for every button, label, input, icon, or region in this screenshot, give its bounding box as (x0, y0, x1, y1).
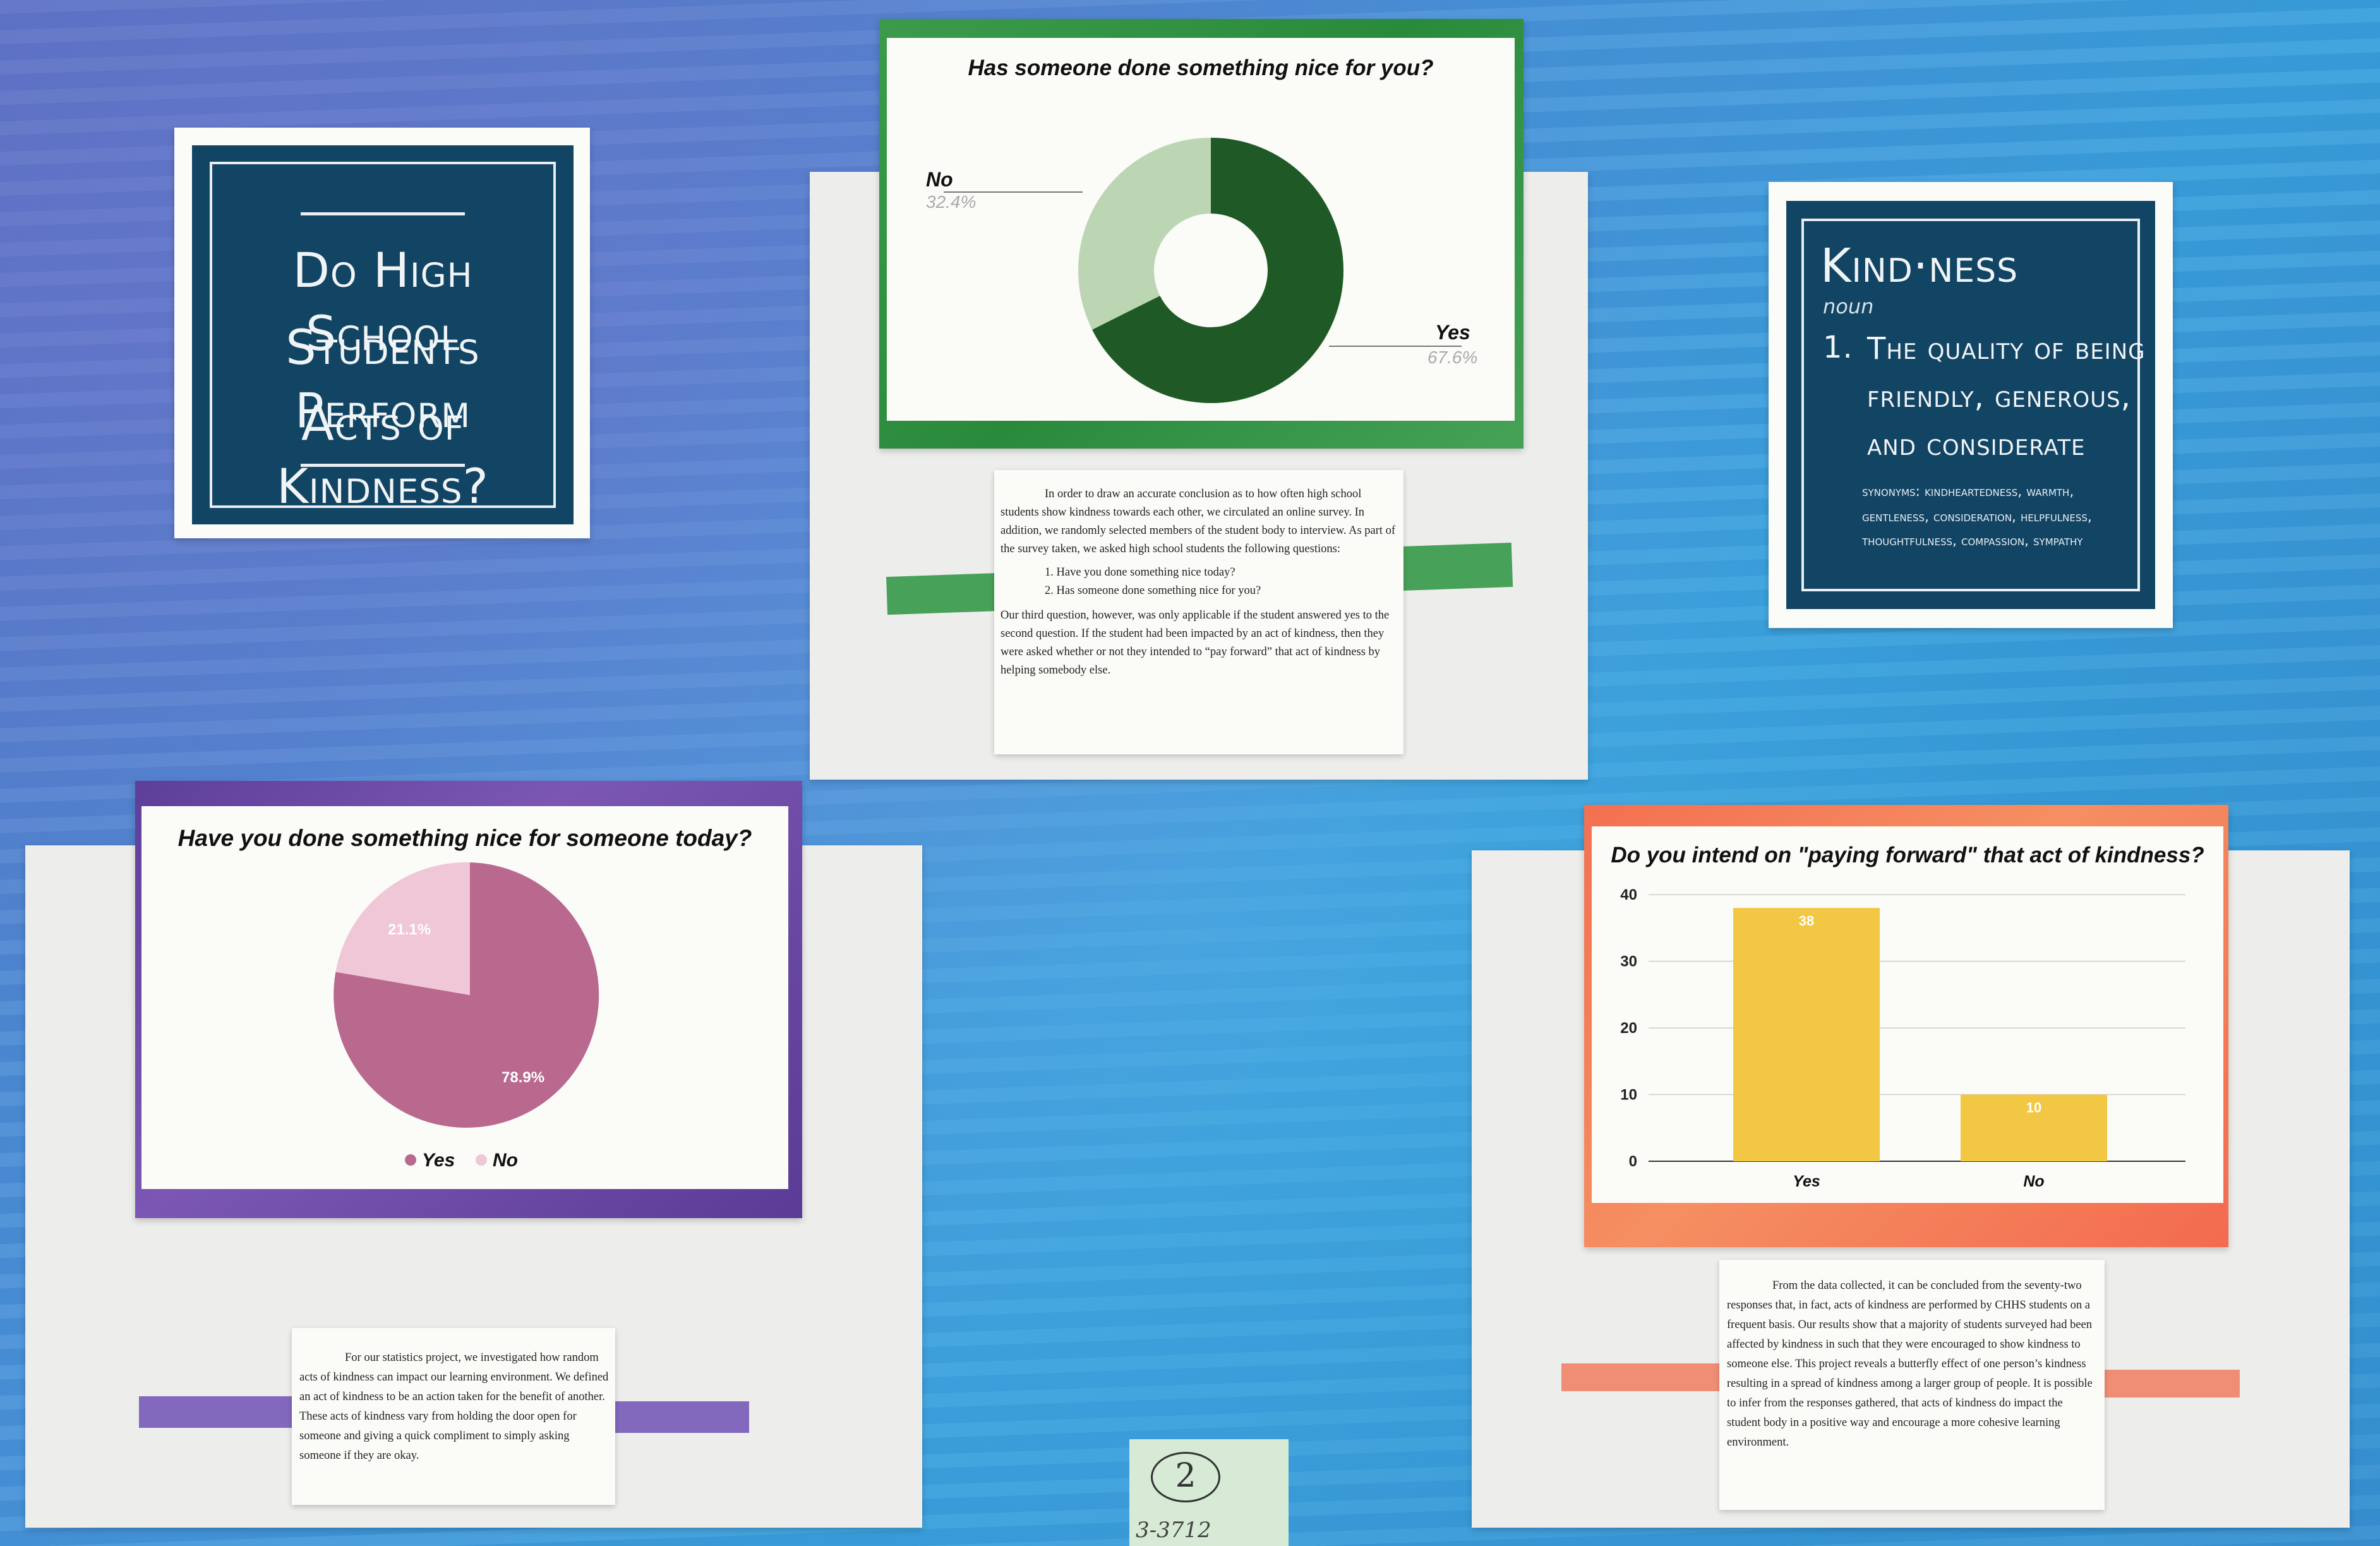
intro-note: For our statistics project, we investiga… (292, 1328, 615, 1505)
page-title-line-2: Students Perform (285, 319, 480, 438)
page-title-line-1: Do High School (292, 242, 473, 361)
green-frame: Has someone done something nice for you?… (879, 19, 1524, 449)
synonyms-line-2: gentleness, consideration, helpfulness, (1862, 509, 2092, 525)
pie-chart (334, 862, 599, 1166)
method-paragraph-1: In order to draw an accurate conclusion … (1001, 488, 1396, 555)
survey-question-1: 1. Have you done something nice today? (1045, 566, 1235, 579)
donut-yes-pct: 67.6% (1427, 347, 1478, 367)
page-title-line-3: Acts of Kindness? (277, 395, 489, 514)
conclusion-paragraph: From the data collected, it can be concl… (1727, 1279, 2093, 1449)
x-tick-label: Yes (1793, 1173, 1820, 1190)
definition-card-panel: Kind·ness noun 1. The quality of being f… (1786, 201, 2155, 609)
definition-part-of-speech: noun (1823, 294, 1874, 318)
pie-slice-no (335, 862, 470, 995)
bar-value-label: 38 (1799, 913, 1814, 929)
title-card: Do High School Students Perform Acts of … (174, 128, 590, 538)
pie-chart-title: Have you done something nice for someone… (177, 825, 752, 851)
title-bottom-rule (301, 464, 465, 467)
sticky-number: 2 (1175, 1457, 1196, 1495)
purple-frame: Have you done something nice for someone… (135, 781, 802, 1218)
survey-question-2: 2. Has someone done something nice for y… (1045, 584, 1261, 597)
y-tick-label: 30 (1620, 953, 1637, 970)
x-tick-label: No (2023, 1173, 2044, 1190)
bar-chart-card: Do you intend on "paying forward" that a… (1592, 826, 2223, 1203)
bar-value-label: 10 (2026, 1100, 2041, 1116)
definition-word: Kind·ness (1820, 239, 2019, 293)
method-note: In order to draw an accurate conclusion … (994, 470, 1403, 754)
definition-card: Kind·ness noun 1. The quality of being f… (1769, 182, 2173, 628)
bar-chart-title: Do you intend on "paying forward" that a… (1611, 843, 2204, 867)
y-tick-label: 10 (1620, 1087, 1637, 1104)
donut-no-label: No (926, 168, 953, 191)
orange-tape-right (2101, 1370, 2240, 1398)
green-tape-left (886, 572, 1001, 615)
donut-chart-title: Has someone done something nice for you? (968, 56, 1434, 80)
donut-slice-yes (1078, 138, 1343, 403)
pie-slice-yes (334, 862, 599, 1128)
y-tick-label: 40 (1620, 886, 1637, 903)
intro-paragraph: For our statistics project, we investiga… (299, 1351, 609, 1462)
title-top-rule (301, 212, 465, 215)
legend-yes-swatch (405, 1154, 416, 1166)
definition-number: 1. (1823, 330, 1853, 365)
legend-no-swatch (476, 1154, 487, 1166)
synonyms-line-3: thoughtfulness, compassion, sympathy (1862, 533, 2083, 549)
bar-chart: 40 30 20 10 0 38 Yes 10 No (1620, 886, 2185, 1190)
bar-no (1961, 1094, 2107, 1161)
sticky-circle (1151, 1452, 1220, 1502)
purple-tape-right (613, 1401, 749, 1433)
pie-no-pct: 21.1% (388, 921, 431, 938)
pie-chart-card: Have you done something nice for someone… (141, 806, 788, 1189)
donut-no-pct: 32.4% (926, 192, 977, 212)
sticky-note: 2 3-3712 (1129, 1439, 1289, 1546)
legend-yes-label: Yes (422, 1150, 455, 1171)
method-paragraph-2: Our third question, however, was only ap… (1001, 609, 1390, 677)
title-card-frame (210, 162, 556, 508)
conclusion-note: From the data collected, it can be concl… (1719, 1260, 2105, 1510)
donut-yes-label: Yes (1435, 321, 1470, 344)
donut-chart (944, 138, 1462, 403)
definition-card-frame (1801, 219, 2140, 591)
definition-line-3: and considerate (1867, 427, 2086, 462)
orange-frame: Do you intend on "paying forward" that a… (1584, 805, 2228, 1247)
definition-line-1: The quality of being (1867, 331, 2146, 366)
bar-yes (1733, 908, 1880, 1161)
y-tick-label: 0 (1629, 1153, 1637, 1170)
legend-no-label: No (493, 1150, 518, 1171)
definition-line-2: friendly, generous, (1867, 379, 2131, 414)
donut-chart-card: Has someone done something nice for you?… (887, 38, 1515, 421)
title-card-panel: Do High School Students Perform Acts of … (192, 145, 574, 524)
pie-yes-pct: 78.9% (502, 1069, 545, 1086)
y-tick-label: 20 (1620, 1020, 1637, 1037)
sticky-code: 3-3712 (1136, 1518, 1211, 1543)
green-tape-right (1397, 542, 1513, 591)
orange-tape-left (1561, 1363, 1726, 1391)
synonyms-line-1: synonyms: kindheartedness, warmth, (1862, 484, 2074, 500)
purple-tape-left (139, 1396, 303, 1428)
